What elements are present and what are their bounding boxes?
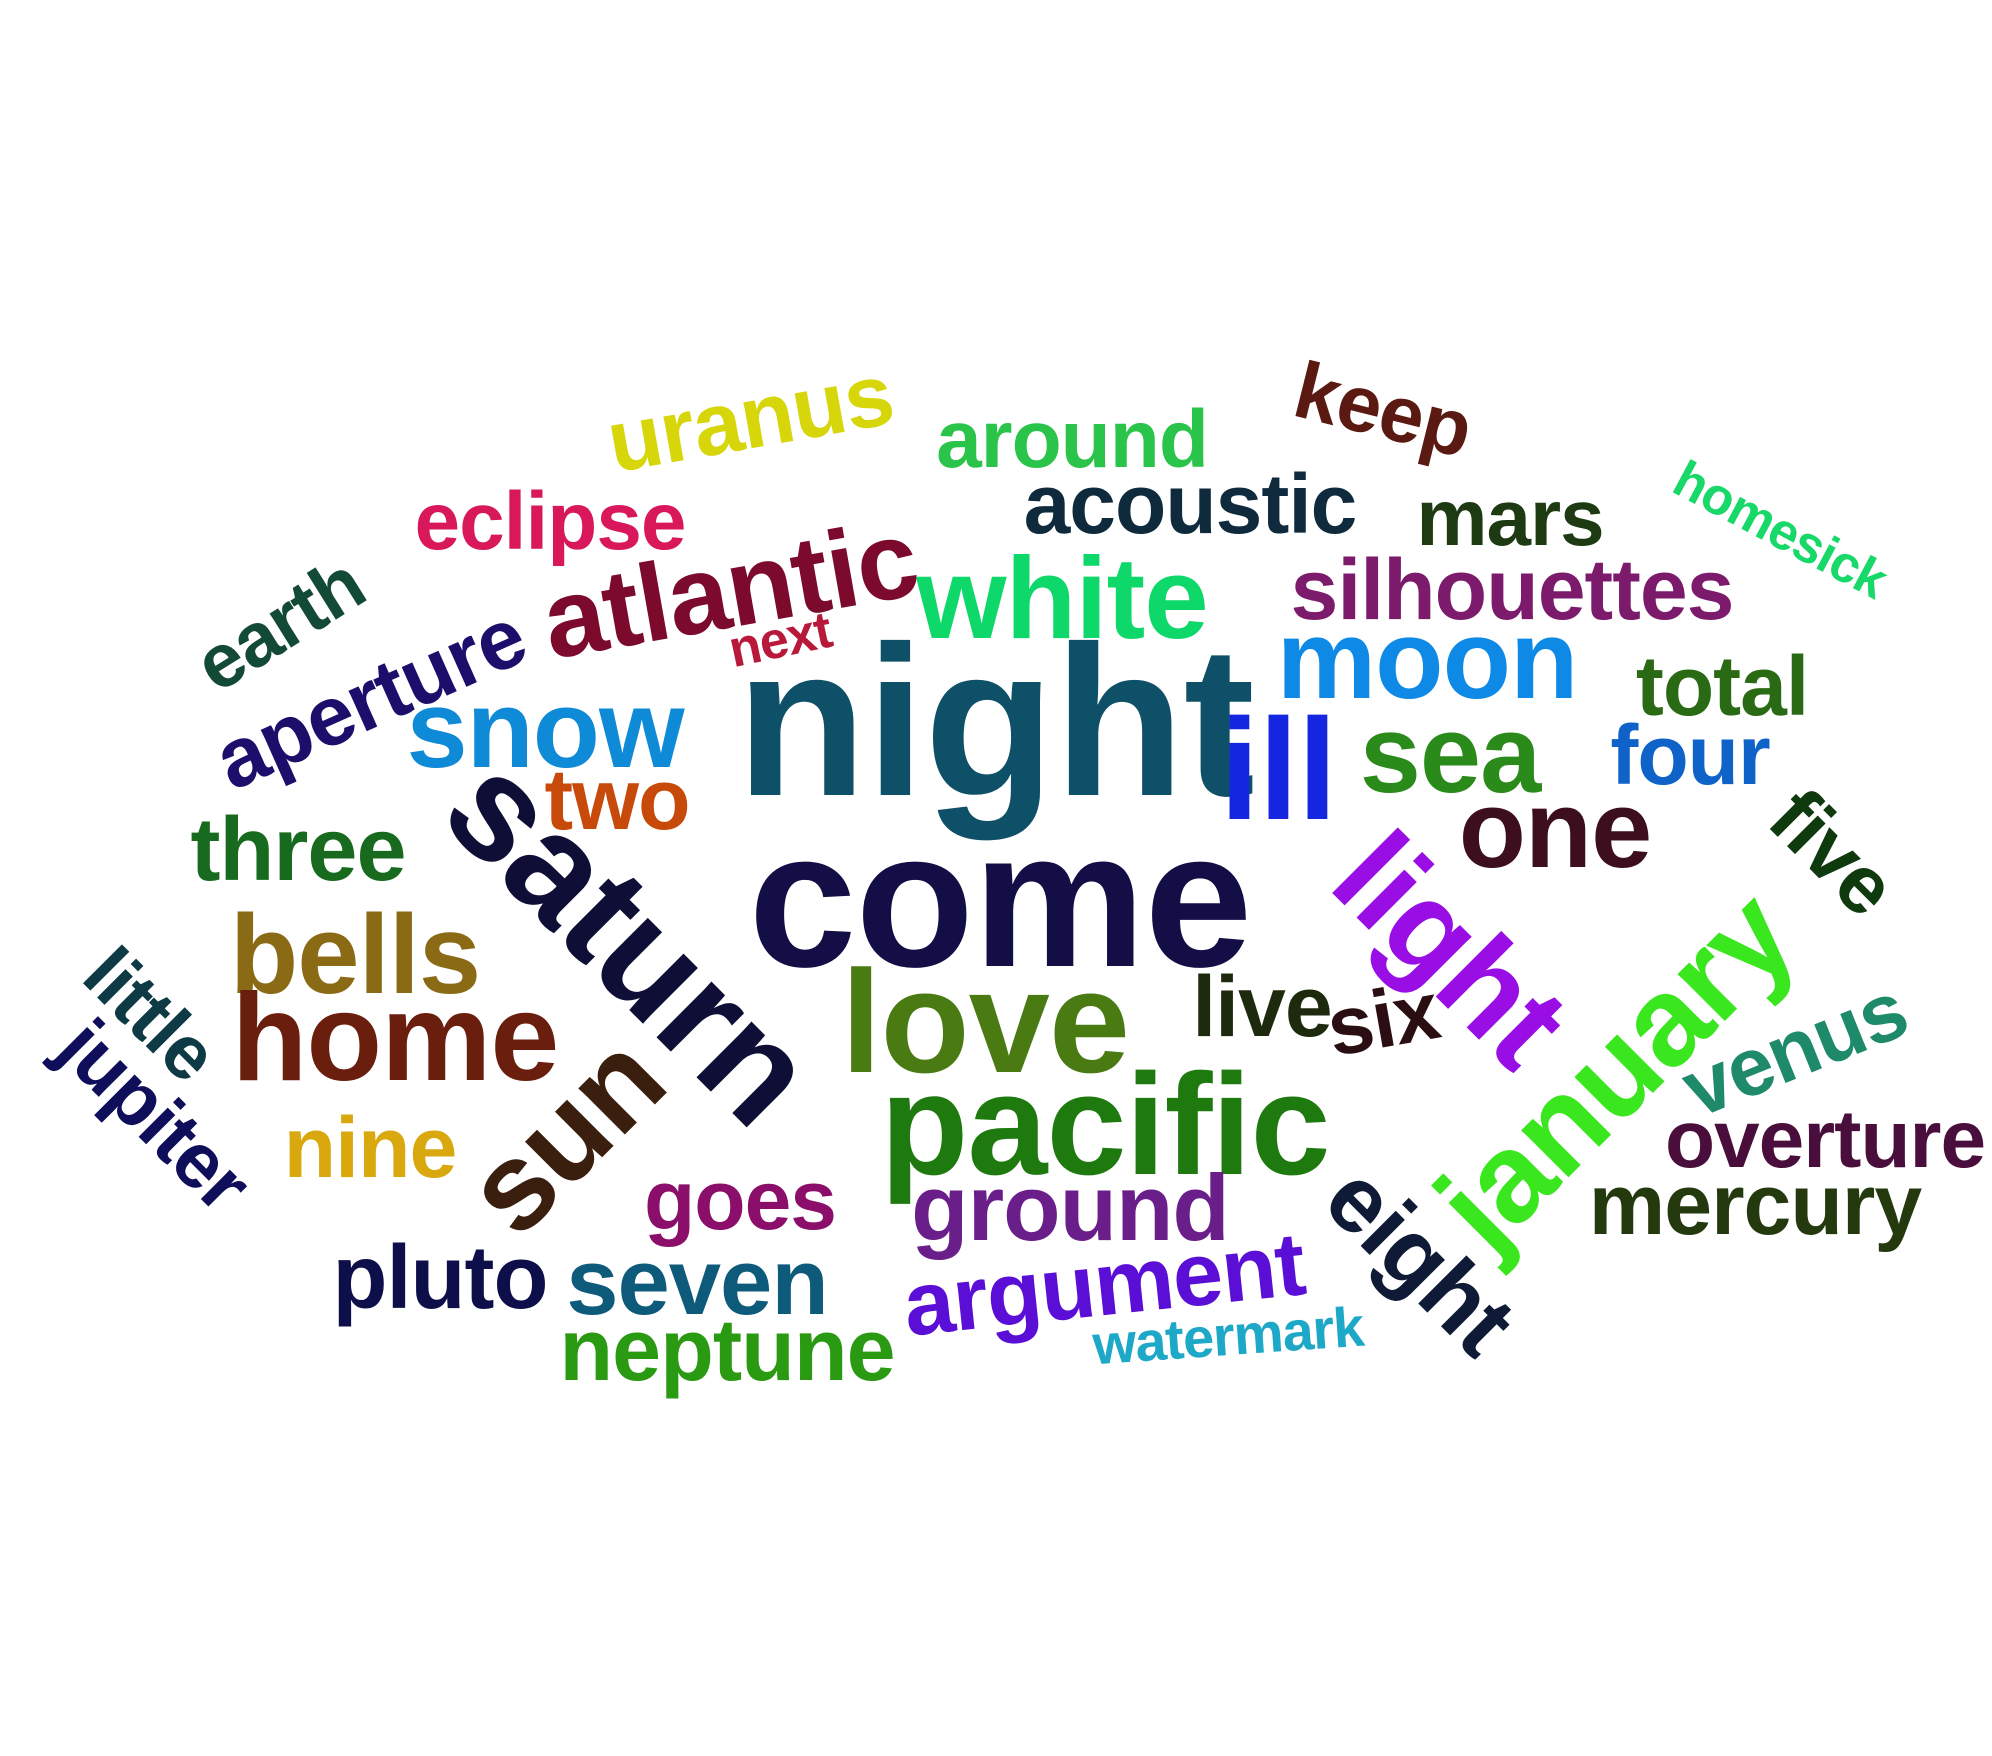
cloud-word-night: night — [736, 602, 1255, 841]
cloud-word-eclipse: eclipse — [414, 476, 686, 567]
cloud-word-five: five — [1751, 771, 1914, 934]
cloud-word-moon: moon — [1276, 597, 1579, 722]
cloud-word-home: home — [231, 969, 560, 1107]
cloud-word-keep: keep — [1285, 344, 1481, 475]
cloud-word-nine: nine — [283, 1100, 458, 1196]
cloud-word-three: three — [190, 800, 406, 900]
cloud-word-around: around — [936, 394, 1209, 485]
cloud-word-acoustic: acoustic — [1023, 457, 1358, 551]
cloud-word-seven: seven — [566, 1229, 829, 1334]
cloud-word-live: live — [1192, 959, 1332, 1055]
cloud-word-mercury: mercury — [1588, 1157, 1922, 1253]
cloud-word-mars: mars — [1416, 473, 1604, 562]
cloud-word-snow: snow — [406, 668, 684, 791]
cloud-word-pacific: pacific — [880, 1044, 1330, 1205]
cloud-word-six: six — [1320, 965, 1446, 1074]
cloud-word-goes: goes — [643, 1153, 837, 1247]
cloud-word-sea: sea — [1359, 693, 1542, 816]
cloud-word-two: two — [544, 752, 690, 848]
cloud-word-ground: ground — [911, 1155, 1230, 1260]
cloud-word-uranus: uranus — [599, 343, 901, 492]
cloud-word-total: total — [1635, 639, 1809, 733]
cloud-word-silhouettes: silhouettes — [1290, 542, 1735, 638]
cloud-word-pluto: pluto — [332, 1228, 549, 1328]
cloud-word-love: love — [840, 940, 1130, 1103]
cloud-word-neptune: neptune — [559, 1300, 895, 1399]
cloud-word-four: four — [1610, 708, 1770, 802]
cloud-word-white: white — [916, 533, 1208, 663]
cloud-word-watermark: watermark — [1090, 1294, 1366, 1377]
cloud-word-one: one — [1458, 768, 1653, 891]
cloud-word-overture: overture — [1664, 1094, 1986, 1185]
cloud-word-bells: bells — [229, 892, 481, 1017]
cloud-word-ill: ill — [1219, 689, 1337, 850]
cloud-word-come: come — [748, 791, 1253, 1008]
